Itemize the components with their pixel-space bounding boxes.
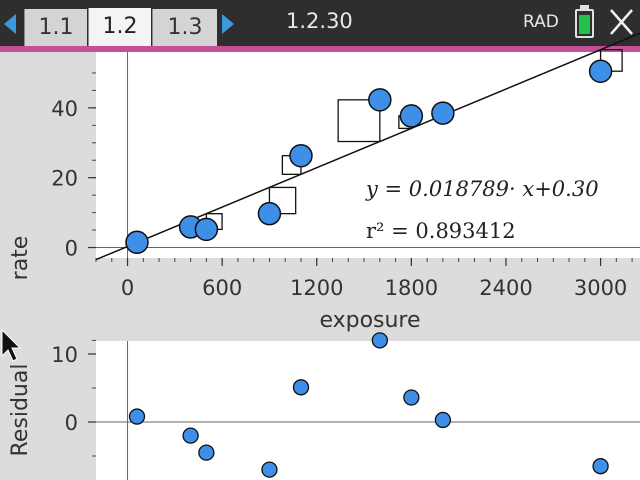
data-point[interactable]: [588, 59, 613, 83]
tab-1-2[interactable]: 1.2: [88, 8, 151, 52]
x-tick-label: 1800: [385, 276, 438, 300]
residual-point[interactable]: [592, 458, 609, 475]
residual-y-tick-label: 10: [51, 343, 78, 367]
x-tick-label: 600: [202, 276, 242, 300]
residual-square: [337, 99, 381, 143]
data-point[interactable]: [194, 217, 219, 242]
scatter-plot[interactable]: 0 600 1200 1800 2400 3000 0 20 40 exposure rate: [8, 32, 640, 333]
residual-point[interactable]: [292, 379, 310, 396]
right-arrow-icon[interactable]: [222, 14, 234, 34]
residual-plot[interactable]: 0 10 Residual: [8, 332, 640, 480]
y-axis-label: rate: [8, 236, 33, 281]
data-point[interactable]: [368, 88, 392, 112]
bottom-plot-window: [96, 341, 640, 480]
left-arrow-icon[interactable]: [4, 14, 16, 34]
residual-point[interactable]: [128, 408, 146, 425]
document-page-number: 1.2.30: [286, 9, 353, 33]
residual-axis-label: Residual: [8, 364, 33, 457]
x-tick-label: 2400: [479, 276, 532, 300]
data-point[interactable]: [431, 101, 455, 125]
residual-point[interactable]: [198, 444, 215, 461]
mouse-cursor-icon: [1, 328, 22, 362]
accent-bar: [0, 46, 640, 52]
r-squared-value: r² = 0.893412: [366, 219, 516, 243]
data-point[interactable]: [399, 104, 424, 128]
x-axis-label: exposure: [319, 308, 420, 333]
battery-level: [579, 15, 590, 34]
tab-1-1[interactable]: 1.1: [24, 9, 87, 46]
regression-equation: y = 0.018789· x+0.30: [365, 177, 599, 201]
data-point[interactable]: [257, 201, 282, 226]
data-point[interactable]: [125, 230, 149, 255]
residual-point[interactable]: [371, 332, 388, 349]
angle-mode-indicator: RAD: [523, 12, 559, 32]
x-tick-label: 0: [121, 276, 134, 300]
tab-1-3[interactable]: 1.3: [152, 9, 217, 46]
y-tick-label: 20: [51, 167, 78, 191]
residual-point[interactable]: [261, 461, 278, 478]
residual-point[interactable]: [403, 389, 420, 406]
data-point[interactable]: [289, 143, 313, 168]
x-tick-label: 1200: [290, 276, 343, 300]
y-tick-label: 0: [65, 237, 78, 261]
x-tick-label: 3000: [574, 276, 627, 300]
residual-point[interactable]: [182, 427, 199, 444]
residual-square: [268, 186, 297, 215]
residual-point[interactable]: [434, 411, 452, 429]
battery-cap: [580, 5, 589, 9]
y-tick-label: 40: [51, 97, 78, 121]
battery-icon: [575, 9, 594, 38]
residual-y-tick-label: 0: [65, 411, 78, 435]
close-icon[interactable]: [608, 7, 635, 37]
